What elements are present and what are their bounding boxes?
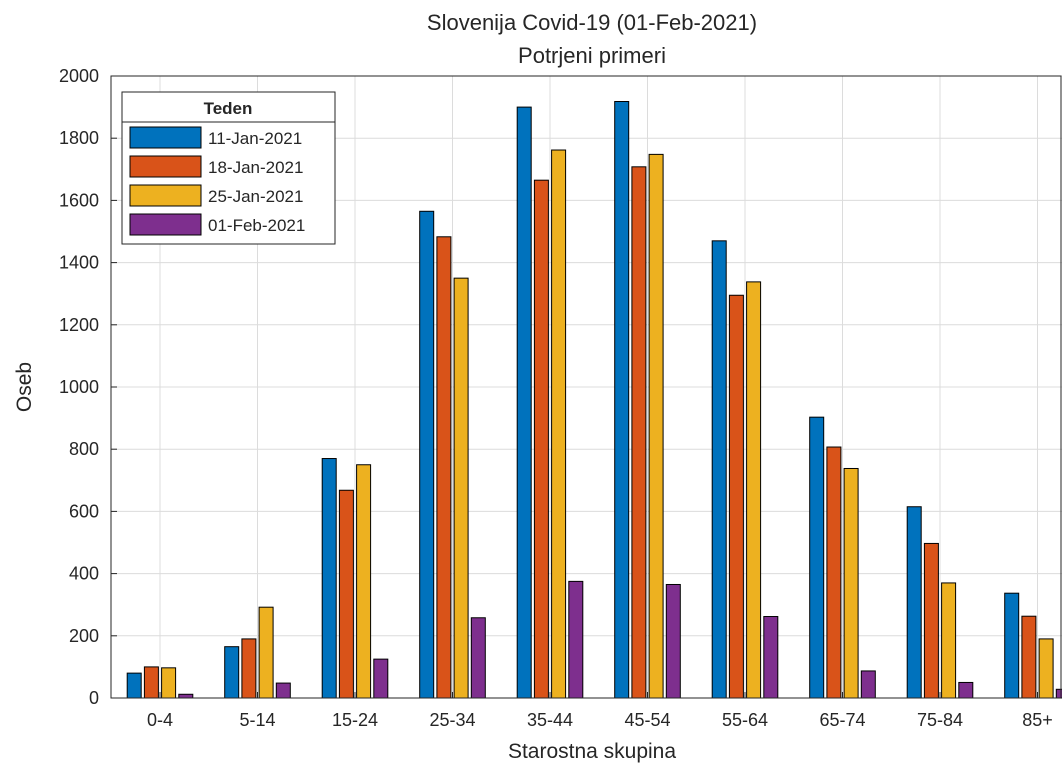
bar: [826, 446, 842, 699]
y-tick-label: 1200: [59, 315, 99, 335]
ticks-layer: 0 200 400 600 800 1000 1200 1400 1600 1800 2000 0-4…: [59, 66, 1053, 730]
y-tick-label: 1000: [59, 377, 99, 397]
bar: [338, 489, 354, 699]
bar: [631, 166, 647, 699]
bar: [321, 458, 337, 699]
chart-title: Slovenija Covid-19 (01-Feb-2021): [427, 10, 757, 35]
bar: [533, 179, 549, 699]
bar: [763, 616, 779, 699]
y-tick-label: 400: [69, 564, 99, 584]
legend: Teden 11-Jan-2021 18-Jan-2021 25-Jan-2021 0…: [121, 91, 336, 245]
x-tick-label: 35-44: [527, 710, 573, 730]
x-tick-label: 45-54: [624, 710, 670, 730]
bar: [665, 583, 681, 699]
bar: [614, 101, 630, 699]
y-tick-label: 1600: [59, 190, 99, 210]
bar: [551, 149, 567, 699]
bar: [746, 281, 762, 699]
x-tick-label: 25-34: [429, 710, 475, 730]
y-tick-label: 1800: [59, 128, 99, 148]
legend-entry-label: 18-Jan-2021: [208, 158, 303, 177]
y-tick-label: 0: [89, 688, 99, 708]
legend-title: Teden: [204, 99, 253, 118]
bar: [1038, 638, 1054, 699]
x-tick-label: 65-74: [819, 710, 865, 730]
bar: [906, 506, 922, 699]
bar: [648, 153, 664, 699]
x-axis-label: Starostna skupina: [508, 740, 676, 763]
bar: [275, 682, 291, 699]
bar: [419, 210, 435, 699]
bar: [809, 416, 825, 699]
bar: [356, 464, 372, 699]
bar: [958, 681, 974, 699]
x-tick-label: 55-64: [722, 710, 768, 730]
bar: [1021, 615, 1037, 699]
bar: [941, 582, 957, 699]
bar: [1055, 688, 1062, 699]
y-tick-label: 2000: [59, 66, 99, 86]
x-tick-label: 0-4: [147, 710, 173, 730]
bar: [436, 236, 452, 699]
bars-layer: [126, 101, 1062, 699]
x-tick-label: 5-14: [239, 710, 275, 730]
x-tick-label: 15-24: [332, 710, 378, 730]
bar: [728, 294, 744, 699]
legend-swatch: [129, 126, 202, 149]
legend-swatch: [129, 184, 202, 207]
bar: [923, 542, 939, 699]
x-tick-label: 75-84: [917, 710, 963, 730]
legend-entry-label: 11-Jan-2021: [208, 129, 302, 148]
bar: [224, 646, 240, 699]
x-tick-label: 85+: [1022, 710, 1053, 730]
y-tick-label: 200: [69, 626, 99, 646]
y-axis-label: Oseb: [13, 362, 36, 412]
y-tick-label: 800: [69, 439, 99, 459]
bar: [161, 667, 177, 699]
legend-swatch: [129, 155, 202, 178]
bar: [860, 670, 876, 699]
bar: [711, 240, 727, 699]
bar: [453, 277, 469, 699]
legend-entry-label: 01-Feb-2021: [208, 216, 305, 235]
bar: [516, 106, 532, 699]
bar: [258, 606, 274, 699]
bar: [126, 672, 142, 699]
bar: [178, 693, 194, 699]
legend-entry-label: 25-Jan-2021: [208, 187, 303, 206]
bar: [470, 617, 486, 699]
bar: [241, 638, 257, 699]
legend-swatch: [129, 213, 202, 236]
bar: [568, 580, 584, 699]
bar: [143, 666, 159, 699]
y-tick-label: 1400: [59, 253, 99, 273]
bar: [843, 467, 859, 699]
bar: [1004, 592, 1020, 699]
y-tick-label: 600: [69, 501, 99, 521]
chart-subtitle: Potrjeni primeri: [518, 43, 666, 68]
bar: [373, 658, 389, 699]
